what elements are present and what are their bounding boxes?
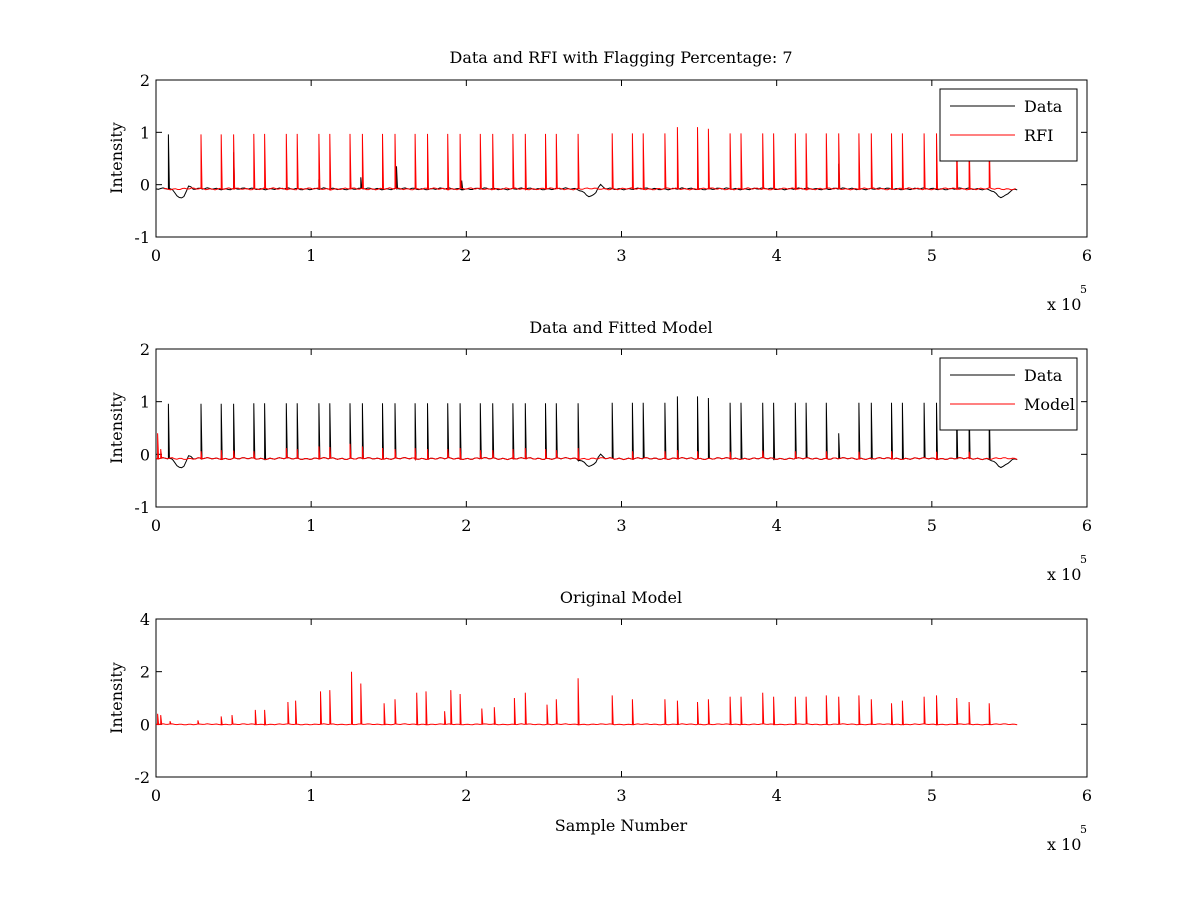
panel-2-axes-box — [155, 348, 1088, 508]
panel-3-x-exponent: 5 — [1080, 823, 1087, 836]
panel-1-y-tick-label: 1 — [140, 123, 150, 142]
panel-2-legend-label: Data — [1024, 366, 1063, 385]
panel-3-title: Original Model — [560, 588, 682, 607]
panel-2-y-tick-label: -1 — [134, 498, 150, 517]
panel-2-x-tick-label: 6 — [1082, 516, 1092, 535]
panel-2-x-tick-label: 1 — [306, 516, 316, 535]
panel-1-legend: Data RFI — [939, 88, 1078, 162]
panel-3-ylabel: Intensity — [107, 662, 126, 734]
panel-3-x-tick-label: 0 — [151, 786, 161, 805]
panel-3-y-tick-label: 2 — [140, 663, 150, 682]
panel-3-y-tick-label: -2 — [134, 768, 150, 787]
panel-2-legend: Data Model — [939, 357, 1078, 431]
panel-2-x-exponent-label: x 10 — [1047, 565, 1081, 584]
panel-2-series-model — [156, 433, 1018, 461]
panel-3-x-exponent-label: x 10 — [1047, 835, 1081, 854]
panel-1: Data and RFI with Flagging Percentage: 7… — [107, 48, 1092, 314]
panel-1-x-exponent-label: x 10 — [1047, 295, 1081, 314]
panel-2-x-tick-label: 0 — [151, 516, 161, 535]
panel-3-x-tick-label: 1 — [306, 786, 316, 805]
panel-1-series-rfi — [163, 127, 1016, 192]
panel-1-x-tick-label: 0 — [151, 246, 161, 265]
panel-1-y-tick-label: 0 — [140, 176, 150, 195]
panel-2-y-tick-label: 2 — [140, 340, 150, 359]
panel-2-x-tick-label: 2 — [461, 516, 471, 535]
panel-2-x-tick-label: 4 — [772, 516, 782, 535]
panel-1-x-tick-label: 2 — [461, 246, 471, 265]
panel-2-y-tick-label: 0 — [140, 445, 150, 464]
panel-1-series-data — [156, 134, 1018, 199]
panel-2-x-exponent: 5 — [1080, 553, 1087, 566]
panel-2-ylabel: Intensity — [107, 392, 126, 464]
panel-3-x-tick-label: 5 — [927, 786, 937, 805]
panel-3-x-tick-label: 2 — [461, 786, 471, 805]
panel-3-y-tick-label: 0 — [140, 715, 150, 734]
panel-1-title: Data and RFI with Flagging Percentage: 7 — [449, 48, 792, 67]
panel-1-x-tick-label: 4 — [772, 246, 782, 265]
panel-2-y-tick-label: 1 — [140, 393, 150, 412]
panel-3-x-tick-label: 4 — [772, 786, 782, 805]
panel-3-xlabel: Sample Number — [555, 816, 688, 835]
panel-1-x-tick-label: 3 — [616, 246, 626, 265]
panel-2-title: Data and Fitted Model — [529, 318, 712, 337]
panel-2: Data and Fitted Model Intensity 0 1 2 3 4 5 6 -… — [107, 318, 1092, 584]
panel-1-x-tick-label: 6 — [1082, 246, 1092, 265]
panel-2-x-tick-label: 5 — [927, 516, 937, 535]
panel-2-legend-box — [939, 357, 1078, 431]
panel-1-legend-label: RFI — [1024, 126, 1053, 145]
panel-1-x-tick-label: 1 — [306, 246, 316, 265]
panel-1-x-exponent: 5 — [1080, 283, 1087, 296]
panel-3-axes-box — [155, 618, 1088, 778]
panel-3-series-original-model — [156, 671, 1018, 726]
panel-1-axes-box — [155, 79, 1088, 238]
panel-2-x-tick-label: 3 — [616, 516, 626, 535]
panel-1-y-tick-label: -1 — [134, 228, 150, 247]
panel-1-x-tick-label: 5 — [927, 246, 937, 265]
panel-1-legend-box — [939, 88, 1078, 162]
panel-1-legend-label: Data — [1024, 97, 1063, 116]
panel-2-legend-label: Model — [1024, 395, 1075, 414]
panel-1-y-tick-label: 2 — [140, 71, 150, 90]
panel-3-y-tick-label: 4 — [140, 610, 150, 629]
panel-3-x-tick-label: 3 — [616, 786, 626, 805]
panel-3-x-tick-label: 6 — [1082, 786, 1092, 805]
panel-1-ylabel: Intensity — [107, 122, 126, 194]
